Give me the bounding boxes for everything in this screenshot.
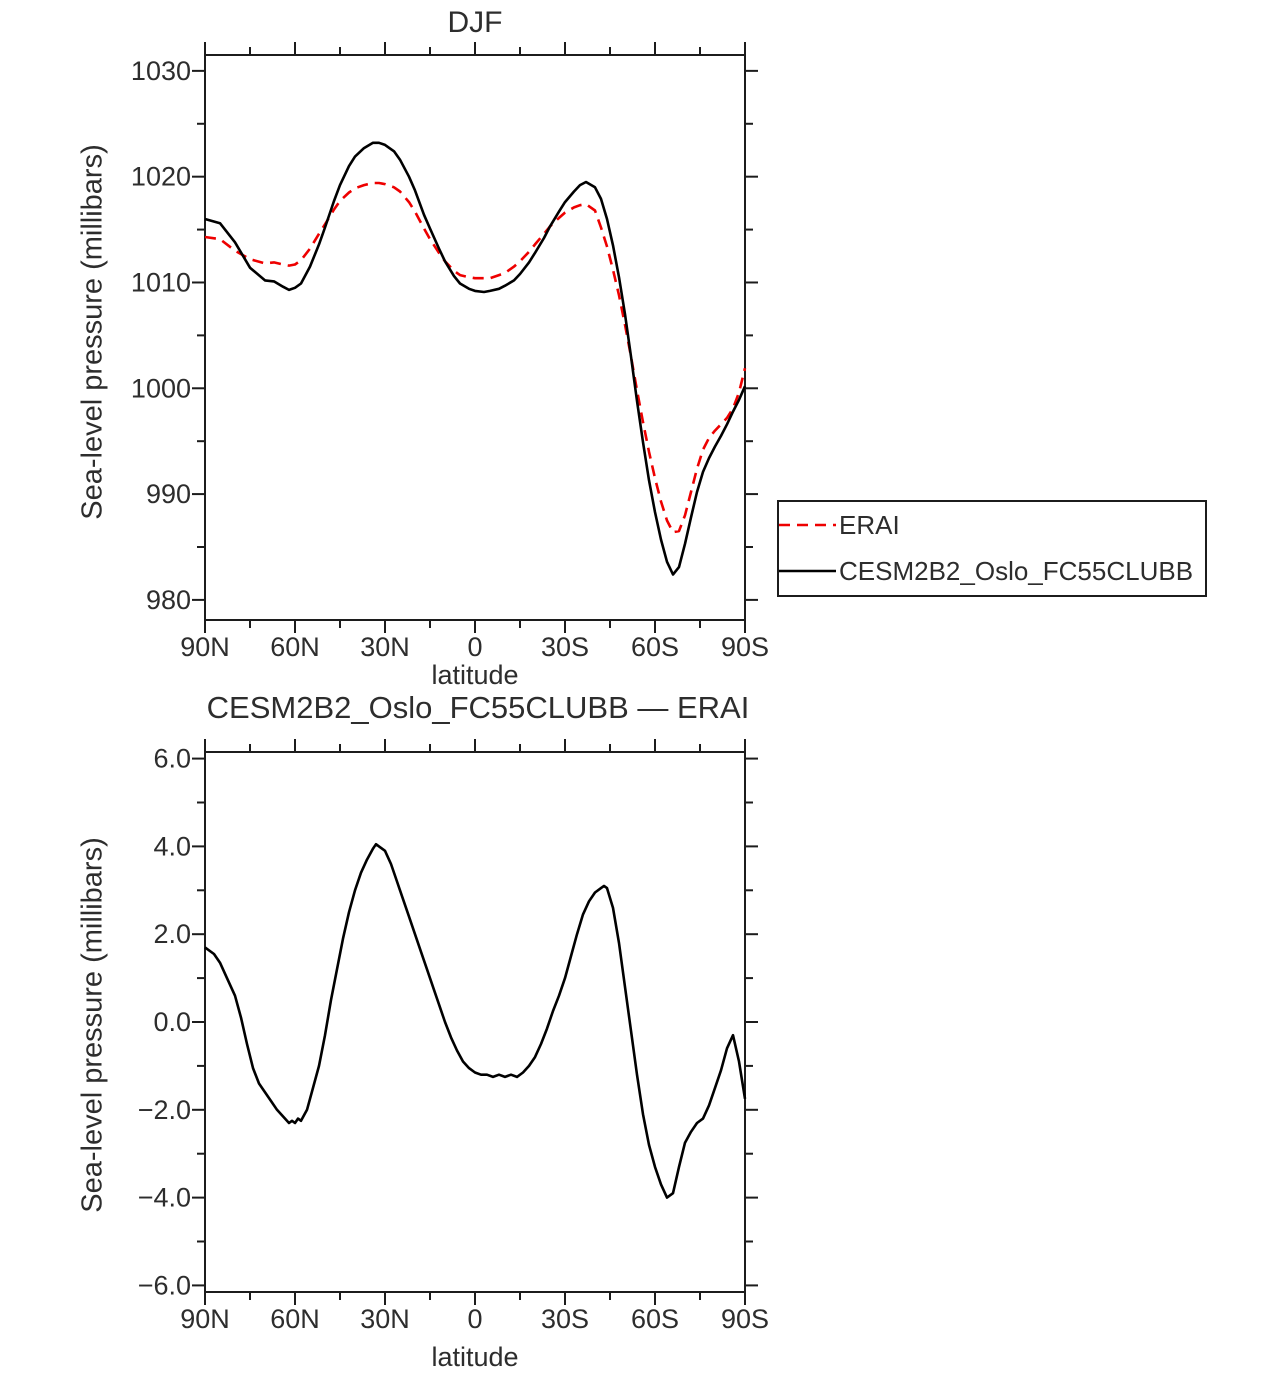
y-tick-label: 980: [146, 585, 191, 615]
series-line-cesm2b2-oslo-fc55clubb-minus-erai: [204, 842, 747, 1199]
tick-marks: [192, 42, 758, 633]
legend: ERAI CESM2B2_Oslo_FC55CLUBB: [777, 500, 1207, 597]
x-tick-label: 30S: [541, 632, 589, 662]
series-line-erai: [204, 181, 747, 534]
x-tick-label: 90S: [721, 632, 769, 662]
y-tick-label: 6.0: [153, 744, 191, 774]
top-chart-x-axis-label: latitude: [431, 660, 519, 690]
y-tick-label: 1030: [131, 56, 191, 86]
top-chart-title: DJF: [447, 6, 503, 39]
x-tick-label: 90N: [180, 1304, 230, 1334]
y-tick-label: 990: [146, 479, 191, 509]
legend-row-cesm: CESM2B2_Oslo_FC55CLUBB: [779, 548, 1205, 594]
x-tick-label: 30N: [360, 1304, 410, 1334]
y-tick-label: −6.0: [138, 1270, 191, 1300]
tick-marks: [192, 739, 758, 1305]
x-tick-label: 60N: [270, 632, 320, 662]
y-tick-label: 0.0: [153, 1007, 191, 1037]
y-tick-label: 4.0: [153, 831, 191, 861]
x-tick-label: 60S: [631, 1304, 679, 1334]
y-tick-label: −4.0: [138, 1183, 191, 1213]
top-chart-y-axis-label: Sea-level pressure (millibars): [76, 144, 109, 520]
legend-row-erai: ERAI: [779, 502, 1205, 548]
series-line-cesm2b2-oslo-fc55clubb: [204, 141, 747, 576]
x-tick-label: 0: [467, 1304, 482, 1334]
erai-dashed-line-swatch: [779, 523, 836, 527]
y-tick-label: −2.0: [138, 1095, 191, 1125]
plot-box: [204, 751, 746, 1293]
bottom-chart-x-axis-label: latitude: [431, 1342, 519, 1372]
tick-labels: 90N 60N 30N 0 30S 60S 90S 6.0 4.0 2.0 0.0 −2.0 −4.0 −…: [138, 744, 769, 1334]
bottom-chart-title: CESM2B2_Oslo_FC55CLUBB — ERAI: [206, 690, 750, 725]
tick-labels: 90N 60N 30N 0 30S 60S 90S 1030 1020 1010 1000 990 98…: [131, 56, 769, 662]
legend-label-cesm: CESM2B2_Oslo_FC55CLUBB: [839, 555, 1194, 586]
cesm-solid-line-swatch: [779, 569, 836, 573]
plot-box: [204, 54, 746, 621]
x-tick-label: 90S: [721, 1304, 769, 1334]
legend-label-erai: ERAI: [839, 509, 900, 540]
x-tick-label: 90N: [180, 632, 230, 662]
y-tick-label: 1000: [131, 373, 191, 403]
x-tick-label: 60N: [270, 1304, 320, 1334]
y-tick-label: 2.0: [153, 919, 191, 949]
bottom-chart-y-axis-label: Sea-level pressure (millibars): [76, 837, 109, 1213]
y-tick-label: 1010: [131, 267, 191, 297]
sea-level-pressure-chart: 90N 60N 30N 0 30S 60S 90S 1030 1020 1010 1000 990 98…: [131, 42, 769, 662]
y-tick-label: 1020: [131, 162, 191, 192]
x-tick-label: 60S: [631, 632, 679, 662]
x-tick-label: 30S: [541, 1304, 589, 1334]
x-tick-label: 0: [467, 632, 482, 662]
difference-chart: 90N 60N 30N 0 30S 60S 90S 6.0 4.0 2.0 0.0 −2.0 −4.0 −…: [138, 739, 769, 1334]
x-tick-label: 30N: [360, 632, 410, 662]
